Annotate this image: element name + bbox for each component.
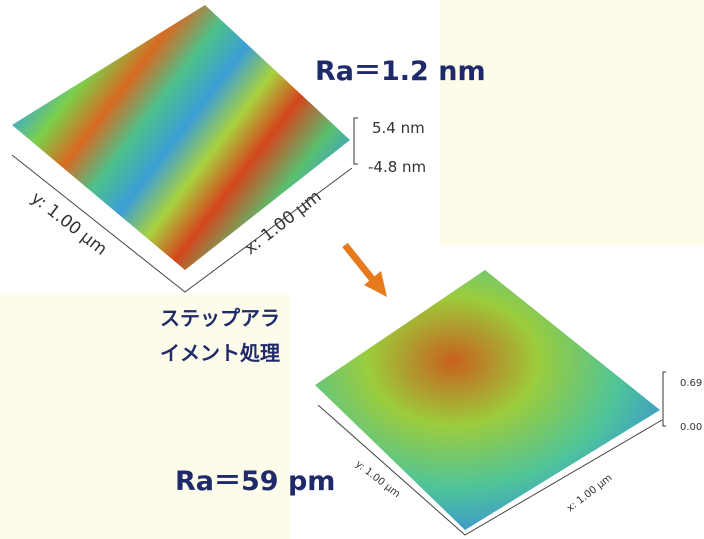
z-min: -4.8 nm — [368, 158, 426, 176]
x-axis-label: x: 1.00 µm — [565, 472, 614, 514]
z-min: 0.00 — [680, 422, 702, 433]
arrow — [345, 245, 373, 280]
z-max: 5.4 nm — [372, 119, 425, 137]
process-label: イメント処理 — [160, 341, 280, 365]
z-max: 0.69 — [680, 378, 702, 389]
panel-bg — [0, 295, 290, 539]
y-axis-label: y: 1.00 µm — [353, 459, 402, 500]
scale-bracket — [354, 118, 358, 164]
surface-bottom — [315, 270, 660, 530]
roughness-top: Ra＝1.2 nm — [315, 56, 486, 87]
roughness-bottom: Ra＝59 pm — [175, 466, 335, 497]
y-axis-label: y: 1.00 µm — [27, 188, 111, 260]
panel-bg — [440, 0, 704, 245]
scale-bracket — [663, 372, 666, 426]
figure: Ra＝1.2 nm 5.4 nm -4.8 nm y: 1.00 µm x: 1… — [0, 0, 704, 539]
process-label: ステップアラ — [160, 306, 280, 330]
